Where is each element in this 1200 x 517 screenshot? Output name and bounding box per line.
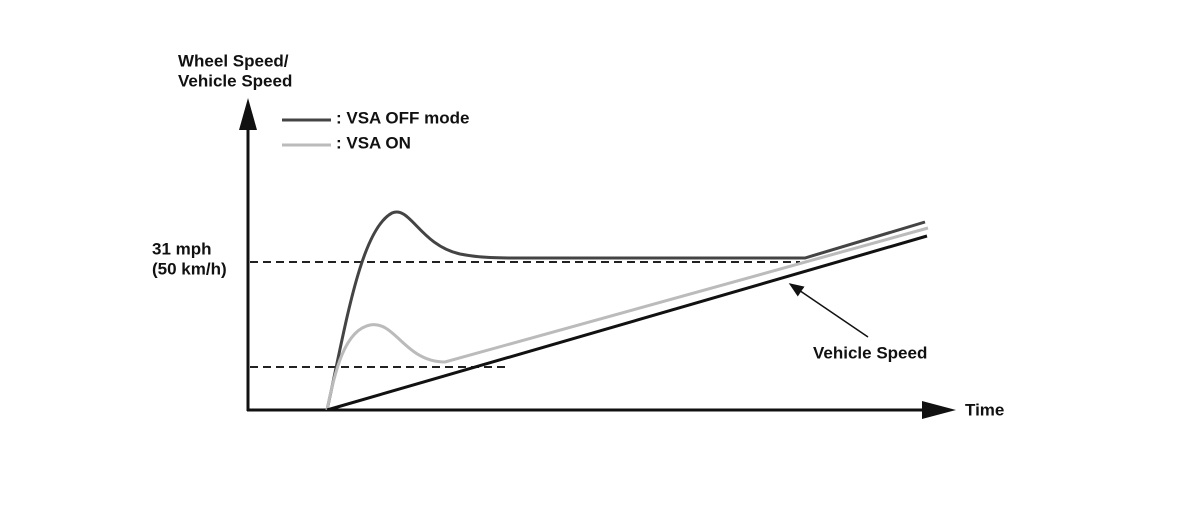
annotation-label: Vehicle Speed <box>813 343 927 362</box>
vsa-off-curve <box>325 210 926 411</box>
legend-label: : VSA ON <box>336 133 411 152</box>
vehicle-speed-line <box>326 234 928 412</box>
y-axis-label: Wheel Speed/ <box>178 51 289 70</box>
reference-label: (50 km/h) <box>152 259 227 278</box>
y-axis-label: Vehicle Speed <box>178 71 292 90</box>
annotation-arrow <box>788 283 869 338</box>
x-axis-arrow <box>922 401 956 419</box>
y-axis-arrow <box>239 98 257 130</box>
legend-label: : VSA OFF mode <box>336 108 470 127</box>
vsa-on-curve <box>325 226 929 411</box>
reference-label: 31 mph <box>152 239 212 258</box>
x-axis-label: Time <box>965 400 1004 419</box>
